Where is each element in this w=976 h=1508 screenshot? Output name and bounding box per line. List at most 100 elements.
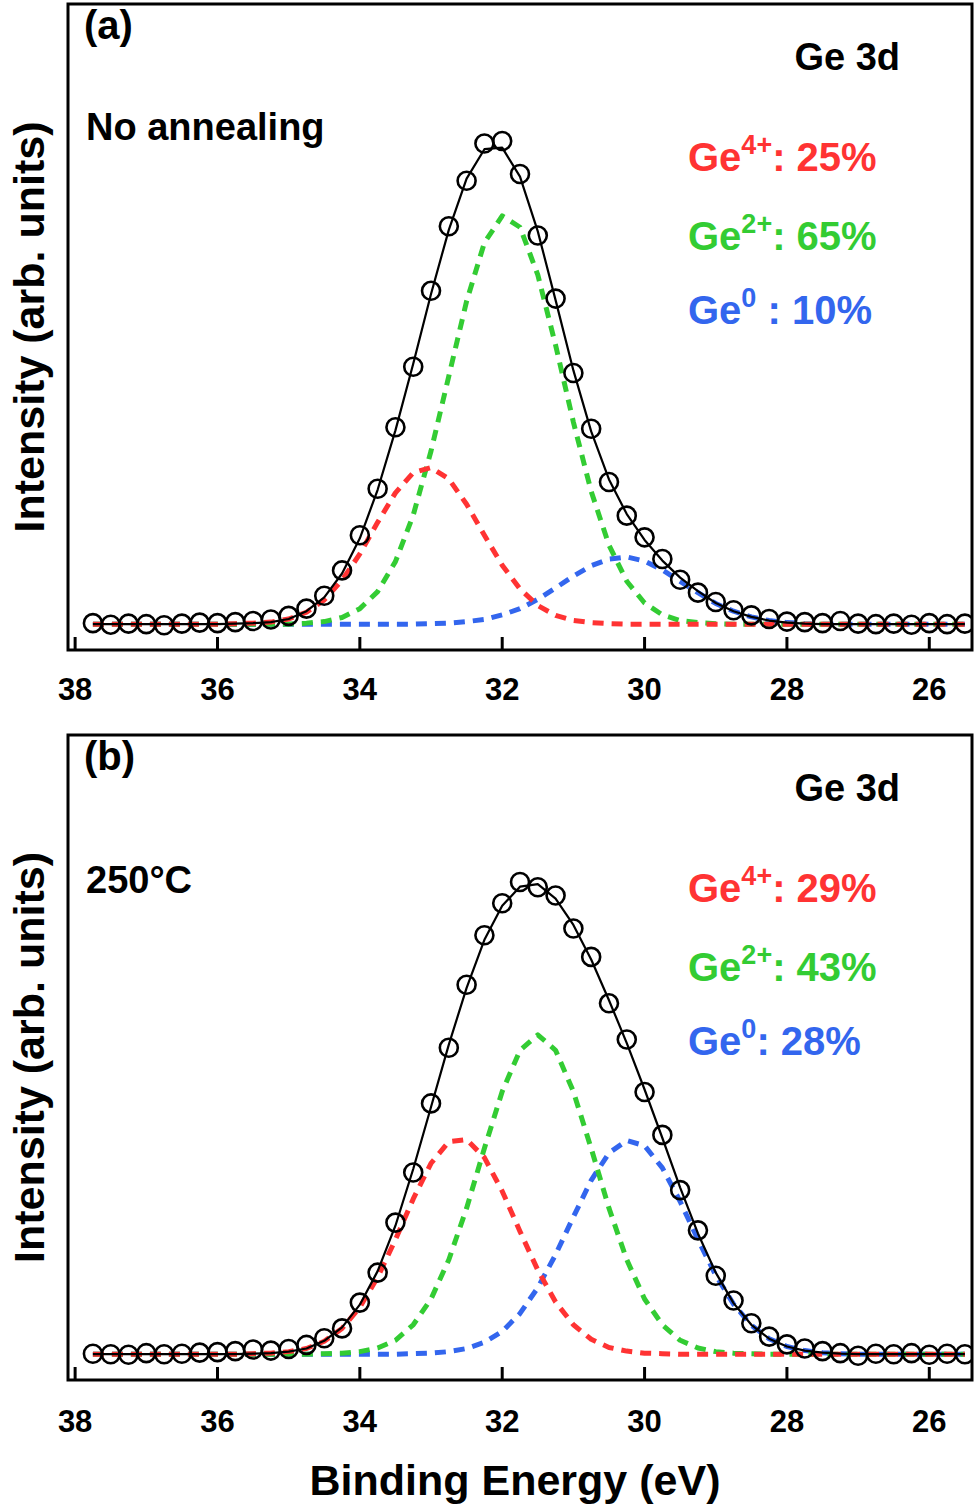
data-point — [582, 420, 600, 438]
component-share: : 29% — [772, 866, 877, 910]
data-point — [333, 561, 351, 579]
data-point — [778, 613, 796, 631]
x-tick — [216, 637, 219, 650]
data-point — [760, 610, 778, 628]
data-point — [351, 1294, 369, 1312]
data-point — [440, 1039, 458, 1057]
data-point — [885, 615, 903, 633]
component-label: Ge0 : 10% — [688, 283, 872, 332]
data-point — [458, 172, 476, 190]
data-point — [244, 612, 262, 630]
data-point — [120, 1346, 138, 1364]
x-tick — [358, 1367, 361, 1380]
data-point — [849, 1347, 867, 1365]
data-point — [600, 994, 618, 1012]
data-points — [84, 873, 972, 1365]
data-point — [493, 894, 511, 912]
data-point — [814, 614, 832, 632]
component-label: Ge2+: 65% — [688, 209, 877, 258]
data-point — [404, 1164, 422, 1182]
title: Ge 3d — [794, 767, 900, 809]
data-point — [564, 920, 582, 938]
component-name: Ge — [688, 288, 741, 332]
x-tick-label: 30 — [627, 672, 661, 707]
x-tick-label: 32 — [485, 672, 519, 707]
data-point — [796, 1340, 814, 1358]
component-superscript: 2+ — [741, 209, 772, 239]
x-tick-label: 38 — [58, 1404, 92, 1439]
component-name: Ge — [688, 135, 741, 179]
data-point — [422, 282, 440, 300]
component-share: : 28% — [756, 1019, 861, 1063]
data-point — [191, 614, 209, 632]
x-tick-label: 28 — [770, 1404, 804, 1439]
data-point — [689, 1221, 707, 1239]
data-point — [297, 600, 315, 618]
x-tick-label: 28 — [770, 672, 804, 707]
x-tick-label: 36 — [200, 1404, 234, 1439]
data-point — [956, 615, 972, 633]
component-label: Ge0: 28% — [688, 1014, 861, 1063]
data-point — [814, 1342, 832, 1360]
data-point — [725, 1292, 743, 1310]
data-point — [529, 878, 547, 896]
data-point — [208, 614, 226, 632]
data-point — [511, 873, 529, 891]
data-point — [778, 1335, 796, 1353]
data-point — [262, 611, 280, 629]
x-tick-label: 26 — [912, 1404, 946, 1439]
data-point — [475, 926, 493, 944]
data-point — [920, 1346, 938, 1364]
x-tick-label: 32 — [485, 1404, 519, 1439]
data-point — [173, 1345, 191, 1363]
x-tick-label: 34 — [343, 1404, 378, 1439]
y-axis-label: Intensity (arb. units) — [5, 122, 53, 533]
data-point — [511, 165, 529, 183]
component-superscript: 4+ — [741, 130, 772, 160]
component-curve — [93, 1140, 965, 1355]
data-point — [137, 615, 155, 633]
background — [0, 0, 976, 1508]
data-point — [849, 615, 867, 633]
data-point — [440, 217, 458, 235]
data-point — [902, 616, 920, 634]
panel: 38363432302826Intensity (arb. units)(a)G… — [5, 3, 974, 707]
component-label: Ge4+: 29% — [688, 861, 877, 910]
data-point — [920, 614, 938, 632]
x-tick — [785, 1367, 788, 1380]
data-point — [564, 364, 582, 382]
data-point — [707, 1267, 725, 1285]
data-point — [280, 1340, 298, 1358]
data-point — [120, 615, 138, 633]
data-point — [725, 601, 743, 619]
plot-frame — [68, 735, 972, 1380]
x-tick — [501, 1367, 504, 1380]
data-point — [796, 613, 814, 631]
component-name: Ge — [688, 945, 741, 989]
x-tick — [643, 637, 646, 650]
figure: 38363432302826Intensity (arb. units)(a)G… — [0, 0, 976, 1508]
component-label: Ge2+: 43% — [688, 940, 877, 989]
data-point — [529, 227, 547, 245]
data-point — [707, 593, 725, 611]
data-point — [956, 1345, 972, 1363]
data-point — [244, 1341, 262, 1359]
data-point — [333, 1319, 351, 1337]
component-name: Ge — [688, 214, 741, 258]
data-point — [867, 1345, 885, 1363]
component-curve — [93, 1035, 965, 1354]
data-point — [280, 607, 298, 625]
component-share: : 10% — [756, 288, 872, 332]
data-point — [386, 1214, 404, 1232]
data-points — [84, 132, 972, 634]
y-axis-label: Intensity (arb. units) — [5, 852, 53, 1263]
data-point — [315, 587, 333, 605]
data-point — [671, 571, 689, 589]
x-tick-label: 38 — [58, 672, 92, 707]
x-tick — [928, 637, 931, 650]
panel-label: (b) — [84, 734, 135, 778]
data-point — [938, 1345, 956, 1363]
data-point — [547, 886, 565, 904]
component-label: Ge4+: 25% — [688, 130, 877, 179]
data-point — [653, 1126, 671, 1144]
